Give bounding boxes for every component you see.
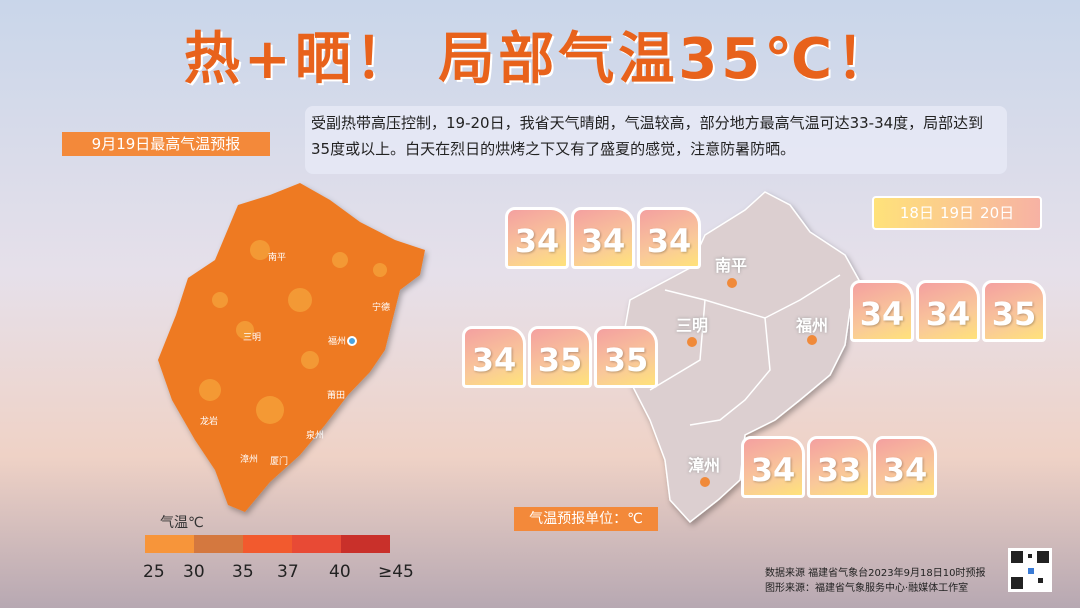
map-city-label: 福州 — [328, 337, 347, 347]
right-map — [621, 191, 861, 524]
hot-spots — [199, 240, 387, 424]
left-map — [158, 183, 425, 512]
temp-card: 34 — [850, 280, 914, 342]
temp-card: 35 — [594, 326, 658, 388]
source: 数据来源 福建省气象台2023年9月18日10时预报 — [765, 568, 986, 579]
city-label: 三明 — [676, 316, 709, 335]
legend-label: 37 — [277, 562, 299, 582]
temp-card: 34 — [505, 207, 569, 269]
temp-card: 34 — [873, 436, 937, 498]
date: 20日 — [980, 204, 1015, 222]
description: 受副热带高压控制，19-20日，我省天气晴朗，气温较高，部分地方最高气温可达33… — [305, 106, 1007, 174]
borders — [649, 274, 841, 426]
title: 热+晒！ 局部气温35℃！ — [183, 27, 897, 92]
qr-code — [1008, 548, 1052, 592]
temp-card: 34 — [571, 207, 635, 269]
map-city-label: 龙岩 — [200, 417, 219, 427]
legend-label: 30 — [183, 562, 205, 582]
map-city-label: 泉州 — [306, 431, 325, 441]
map-city-label: 宁德 — [372, 303, 391, 313]
date: 18日 — [899, 204, 934, 222]
date-legend: 18日 19日 20日 — [872, 196, 1042, 230]
date: 19日 — [939, 204, 975, 222]
legend-label: 35 — [232, 562, 254, 582]
map-city-label: 莆田 — [327, 391, 346, 401]
city-pins — [347, 278, 817, 487]
map-city-label: 厦门 — [270, 457, 289, 467]
temp-card: 33 — [807, 436, 871, 498]
temp-card: 34 — [637, 207, 701, 269]
map-city-label: 漳州 — [240, 455, 259, 465]
temp-card: 35 — [982, 280, 1046, 342]
city-label: 福州 — [796, 316, 829, 335]
temp-card: 35 — [528, 326, 592, 388]
legend-label: 25 — [143, 562, 165, 582]
temp-card: 34 — [916, 280, 980, 342]
temp-card: 34 — [741, 436, 805, 498]
unit-note: 气温预报单位：℃ — [514, 507, 658, 531]
source: 图形来源：福建省气象服务中心·融媒体工作室 — [765, 583, 969, 594]
city-label: 南平 — [715, 256, 748, 275]
map-city-label: 三明 — [243, 333, 262, 343]
city-label: 漳州 — [688, 456, 721, 475]
legend-label: ≥45 — [378, 562, 414, 582]
temp-card: 34 — [462, 326, 526, 388]
legend-label: 40 — [329, 562, 351, 582]
map-city-label: 南平 — [268, 253, 287, 263]
map-label: 9月19日最高气温预报 — [62, 132, 270, 156]
legend-title: 气温℃ — [160, 515, 204, 531]
legend-swatches — [145, 535, 390, 553]
